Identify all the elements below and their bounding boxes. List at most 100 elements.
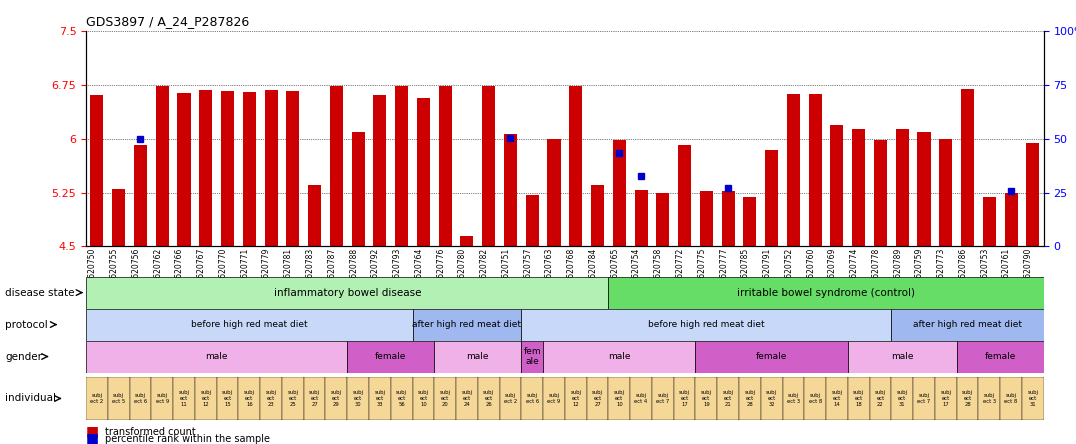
Bar xyxy=(260,377,282,420)
Text: subj
ect 9: subj ect 9 xyxy=(548,393,561,404)
Bar xyxy=(265,90,278,246)
Text: subj
ect
23: subj ect 23 xyxy=(266,390,277,407)
Bar xyxy=(199,90,212,246)
Bar xyxy=(439,86,452,246)
Bar xyxy=(982,197,995,246)
Text: subj
ect 6: subj ect 6 xyxy=(526,393,539,404)
Text: subj
ect
19: subj ect 19 xyxy=(700,390,712,407)
Text: male: male xyxy=(608,352,631,361)
Bar xyxy=(395,86,408,246)
Bar xyxy=(957,377,978,420)
Bar xyxy=(412,377,435,420)
Bar xyxy=(869,377,891,420)
Text: subj
ect
32: subj ect 32 xyxy=(766,390,777,407)
Text: subj
ect
33: subj ect 33 xyxy=(374,390,385,407)
Text: subj
ect
25: subj ect 25 xyxy=(287,390,298,407)
Bar xyxy=(522,341,543,373)
Bar xyxy=(852,129,865,246)
Bar xyxy=(416,98,430,246)
Text: subj
ect
12: subj ect 12 xyxy=(570,390,581,407)
Text: subj
ect
10: subj ect 10 xyxy=(417,390,429,407)
Text: before high red meat diet: before high red meat diet xyxy=(192,320,308,329)
Text: fem
ale: fem ale xyxy=(523,347,541,366)
Bar xyxy=(112,189,125,246)
Bar xyxy=(831,125,844,246)
Bar xyxy=(586,377,608,420)
Bar xyxy=(718,377,739,420)
Bar xyxy=(765,150,778,246)
Text: subj
ect 7: subj ect 7 xyxy=(918,393,931,404)
Text: disease state: disease state xyxy=(5,288,75,297)
Bar xyxy=(918,131,931,246)
Bar xyxy=(695,341,848,373)
Bar xyxy=(86,277,608,309)
Bar xyxy=(805,377,826,420)
Bar xyxy=(243,92,256,246)
Bar xyxy=(1005,193,1018,246)
Bar xyxy=(1001,377,1022,420)
Bar xyxy=(282,377,303,420)
Bar xyxy=(608,377,631,420)
Text: subj
ect
26: subj ect 26 xyxy=(483,390,494,407)
Bar xyxy=(957,341,1044,373)
Bar xyxy=(874,140,887,246)
Bar xyxy=(674,377,695,420)
Bar xyxy=(935,377,957,420)
Text: subj
ect
10: subj ect 10 xyxy=(613,390,625,407)
Bar xyxy=(978,377,1001,420)
Bar xyxy=(391,377,412,420)
Bar xyxy=(286,91,299,246)
Bar xyxy=(914,377,935,420)
Text: female: female xyxy=(985,352,1016,361)
Bar xyxy=(412,309,522,341)
Bar xyxy=(435,377,456,420)
Bar xyxy=(744,197,756,246)
Bar xyxy=(369,377,391,420)
Bar xyxy=(86,377,108,420)
Text: subj
ect
14: subj ect 14 xyxy=(832,390,843,407)
Bar xyxy=(1027,143,1039,246)
Bar xyxy=(478,377,499,420)
Text: subj
ect
20: subj ect 20 xyxy=(440,390,451,407)
Bar xyxy=(699,191,713,246)
Bar xyxy=(787,94,799,246)
Bar xyxy=(90,95,103,246)
Text: female: female xyxy=(756,352,788,361)
Bar xyxy=(504,134,516,246)
Bar xyxy=(678,145,691,246)
Bar xyxy=(195,377,216,420)
Text: after high red meat diet: after high red meat diet xyxy=(412,320,522,329)
Text: transformed count: transformed count xyxy=(105,427,196,436)
Bar xyxy=(239,377,260,420)
Bar xyxy=(939,139,952,246)
Bar xyxy=(86,341,348,373)
Bar xyxy=(961,89,974,246)
Bar xyxy=(108,377,129,420)
Text: subj
ect
15: subj ect 15 xyxy=(222,390,233,407)
Text: subj
ect
17: subj ect 17 xyxy=(940,390,951,407)
Text: subj
ect 8: subj ect 8 xyxy=(808,393,822,404)
Bar xyxy=(1022,377,1044,420)
Bar xyxy=(482,86,495,246)
Text: subj
ect
29: subj ect 29 xyxy=(331,390,342,407)
Text: subj
ect
11: subj ect 11 xyxy=(179,390,189,407)
Text: subj
ect 6: subj ect 6 xyxy=(133,393,147,404)
Text: subj
ect 2: subj ect 2 xyxy=(504,393,518,404)
Text: subj
ect 9: subj ect 9 xyxy=(156,393,169,404)
Text: male: male xyxy=(206,352,228,361)
Bar xyxy=(761,377,782,420)
Text: subj
ect
28: subj ect 28 xyxy=(745,390,755,407)
Text: subj
ect 3: subj ect 3 xyxy=(982,393,996,404)
Bar xyxy=(569,86,582,246)
Text: subj
ect
17: subj ect 17 xyxy=(679,390,690,407)
Text: subj
ect 5: subj ect 5 xyxy=(112,393,125,404)
Bar xyxy=(348,341,435,373)
Bar xyxy=(543,341,695,373)
Text: subj
ect 7: subj ect 7 xyxy=(656,393,669,404)
Bar xyxy=(848,377,869,420)
Text: male: male xyxy=(467,352,490,361)
Text: subj
ect 8: subj ect 8 xyxy=(1005,393,1018,404)
Text: subj
ect
12: subj ect 12 xyxy=(200,390,211,407)
Text: subj
ect
27: subj ect 27 xyxy=(309,390,320,407)
Bar xyxy=(522,309,891,341)
